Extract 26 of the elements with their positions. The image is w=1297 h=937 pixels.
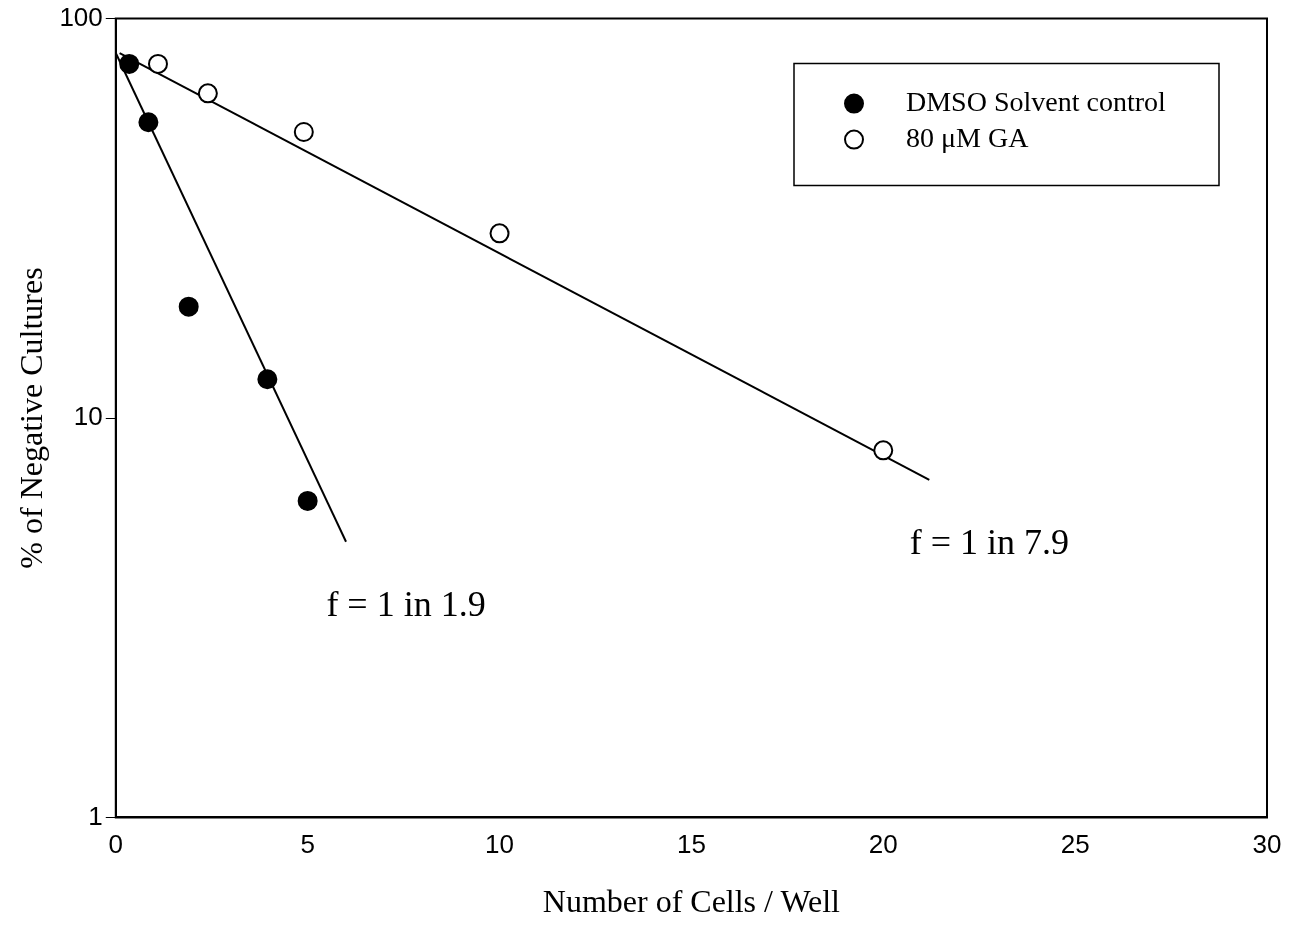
y-tick-label: 10 [73,401,103,432]
y-tick-label: 1 [88,800,103,831]
point [293,122,314,143]
x-tick-label: 25 [1060,829,1090,860]
x-tick-label: 15 [676,829,706,860]
x-axis-title: Number of Cells / Well [542,883,841,920]
x-tick-label: 5 [300,829,315,860]
y-tick-label: 100 [59,1,103,32]
point [147,53,168,74]
annotation: f = 1 in 7.9 [909,522,1069,563]
point [138,112,159,133]
x-tick-label: 10 [485,829,514,860]
point [197,83,218,104]
point [297,490,318,511]
point [873,440,894,461]
y-axis-title: % of Negative Cultures [12,267,49,569]
x-tick-label: 30 [1252,829,1282,860]
point [178,296,199,317]
x-tick-label: 20 [868,829,898,860]
annotation: f = 1 in 1.9 [326,584,486,625]
point [489,223,510,244]
legend-label: DMSO Solvent control [906,85,1166,117]
point [257,369,278,390]
x-tick-label: 0 [108,829,124,860]
point [119,53,140,74]
legend-label: 80 μM GA [906,121,1030,153]
